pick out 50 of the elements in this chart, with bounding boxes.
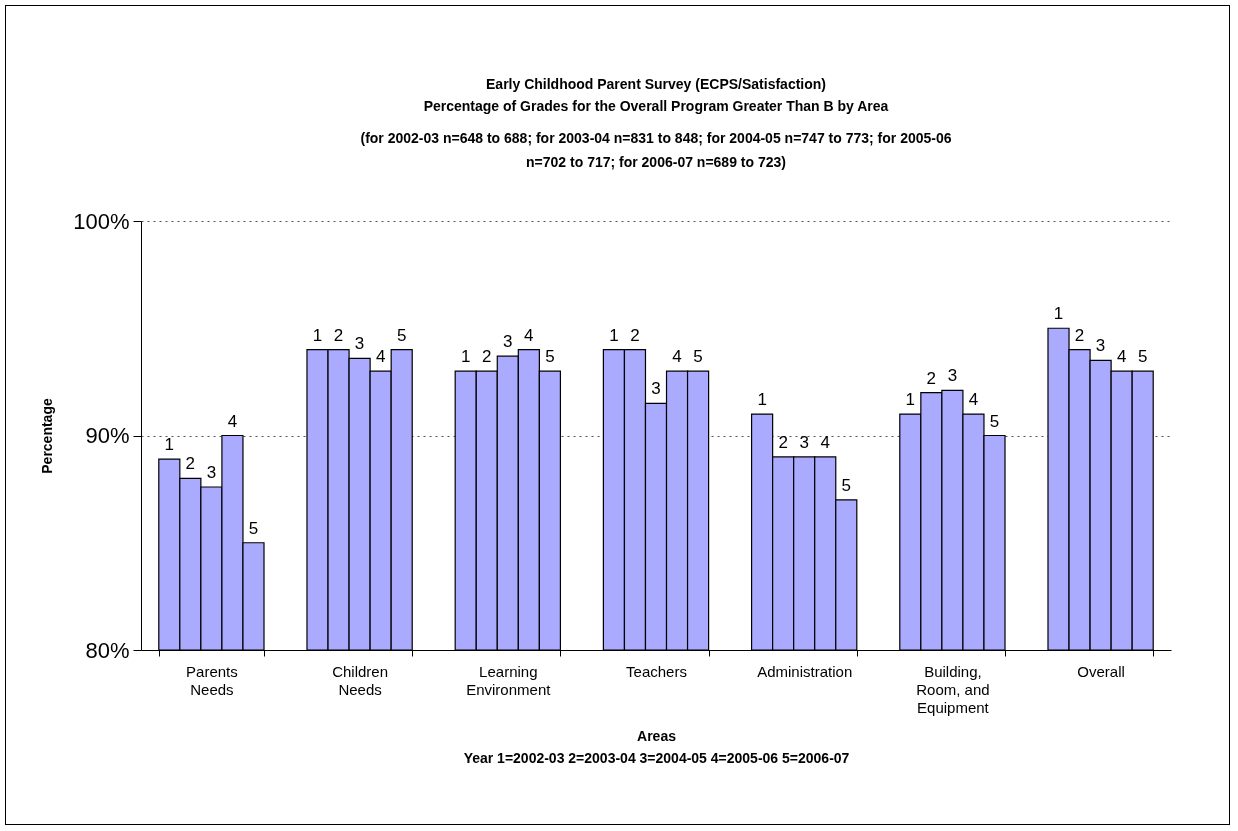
- y-axis-title: Percentage: [39, 398, 56, 474]
- text: 5: [545, 347, 555, 367]
- text: 3: [206, 462, 217, 482]
- text: 4: [820, 432, 830, 452]
- text: 3: [947, 366, 958, 386]
- series-label: 4: [227, 411, 238, 431]
- text: 2: [926, 368, 937, 388]
- text: 3: [799, 432, 809, 452]
- text: 2: [778, 432, 788, 452]
- y-tick-label: 100%: [73, 208, 130, 234]
- series-label: 2: [185, 454, 196, 474]
- text: 4: [672, 347, 682, 367]
- x-tick-label: Parents Needs: [186, 662, 238, 698]
- x-tick-label: Children Needs: [332, 662, 389, 698]
- x-tick-label: Administration: [757, 662, 853, 680]
- series-label: 3: [503, 332, 513, 352]
- text: 1: [460, 347, 471, 367]
- x-axis-title: Areas: [637, 727, 677, 744]
- text: 3: [1095, 336, 1106, 356]
- text: 1: [312, 325, 323, 345]
- text: 4: [524, 325, 534, 345]
- text: 5: [841, 475, 852, 495]
- text: 1: [609, 325, 619, 345]
- y-tick-label: 90%: [85, 423, 130, 448]
- text: 1: [757, 390, 767, 410]
- x-tick-label: Overall: [1077, 662, 1125, 680]
- text: 2: [482, 347, 492, 367]
- text: 4: [968, 390, 979, 410]
- text: 1: [1053, 304, 1064, 324]
- text: 2: [1074, 325, 1085, 345]
- text: 3: [651, 379, 661, 399]
- series-label: 1: [164, 435, 175, 455]
- series-label: 5: [248, 518, 259, 538]
- y-tick-label: 80%: [85, 637, 130, 663]
- text: 4: [375, 347, 386, 367]
- text: 5: [989, 411, 1000, 431]
- text: 2: [630, 325, 640, 345]
- text: 5: [1137, 347, 1148, 367]
- text: 3: [354, 334, 365, 354]
- x-tick-label: Teachers: [626, 662, 687, 680]
- text: 4: [1116, 347, 1127, 367]
- text: 5: [693, 347, 703, 367]
- text: 2: [333, 325, 344, 345]
- text: 1: [905, 390, 916, 410]
- chart-subtitle: (for 2002-03 n=648 to 688; for 2003-04 n=831 to 848; for 2004-05 n=747 to 773; for 2005-06 n=702 to 717; for 2006-07 n=689 to 723): [360, 130, 952, 170]
- chart-title: Early Childhood Parent Survey (ECPS/Satisfaction) Percentage of Grades for the Overall Program Greater Than B by Area: [423, 76, 889, 114]
- text: 5: [396, 325, 407, 345]
- x-tick-label: Building, Room, and Equipment: [916, 662, 990, 716]
- x-tick-label: Learning Environment: [466, 662, 552, 698]
- text: Year 1=2002-03 2=2003-04 3=2004-05 4=2005-06 5=2006-07: [463, 749, 850, 766]
